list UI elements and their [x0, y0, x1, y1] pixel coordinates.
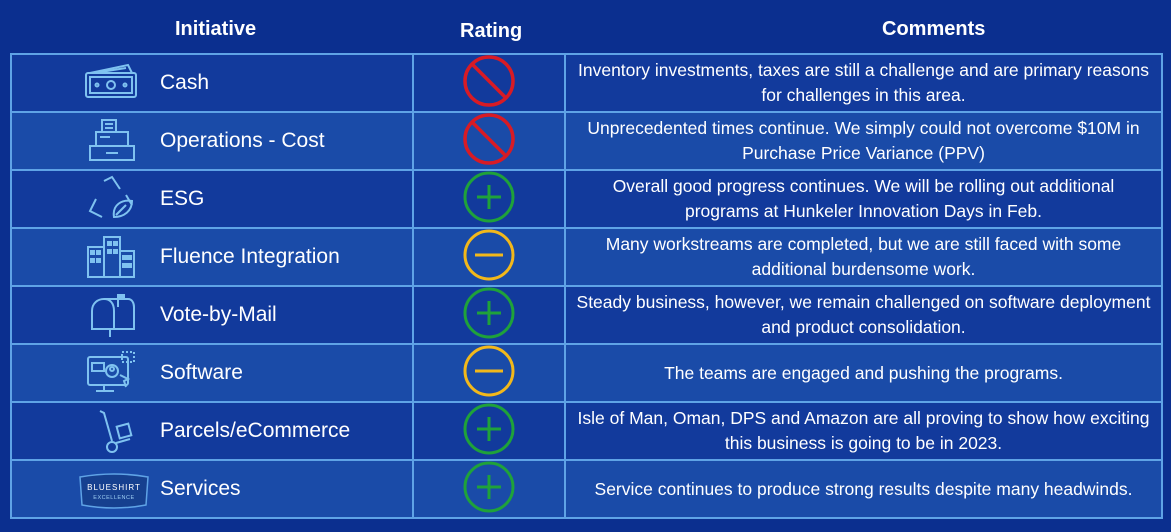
initiative-label: Services — [160, 477, 241, 500]
cash-icon — [82, 59, 140, 107]
blueshirt-excellence-badge: BLUESHIRT EXCELLENCE — [74, 465, 154, 513]
initiative-label: ESG — [160, 187, 205, 210]
table-row: Cash Inventory investments, taxes are st… — [10, 53, 1163, 114]
table-header: Initiative Rating Comments — [10, 0, 1163, 52]
comment-cell: The teams are engaged and pushing the pr… — [664, 362, 1063, 383]
initiative-cell: BLUESHIRT EXCELLENCE Services — [12, 461, 414, 517]
comment-cell: Overall good progress continues. We will… — [612, 176, 1115, 221]
rating-cell — [414, 461, 566, 517]
initiative-cell: ESG — [12, 171, 414, 227]
initiative-cell: Fluence Integration — [12, 229, 414, 285]
initiative-cell: Operations - Cost — [12, 113, 414, 169]
rating-cell — [414, 403, 566, 459]
rating-cell — [414, 171, 566, 227]
initiative-label: Vote-by-Mail — [160, 303, 277, 326]
initiative-cell: Software — [12, 345, 414, 401]
minus-rating-icon — [461, 343, 517, 404]
comment-cell: Unprecedented times continue. We simply … — [587, 118, 1140, 163]
buildings-icon — [82, 233, 140, 281]
recycle-leaf-icon — [82, 175, 140, 223]
stop-rating-icon — [461, 53, 517, 114]
table-row: Fluence Integration Many workstreams are… — [10, 229, 1163, 287]
table-row: Parcels/eCommerce Isle of Man, Oman, DPS… — [10, 403, 1163, 461]
header-rating: Rating — [460, 20, 523, 42]
badge-line2: EXCELLENCE — [93, 495, 134, 501]
header-comments: Comments — [882, 18, 986, 40]
comment-cell: Many workstreams are completed, but we a… — [605, 234, 1122, 279]
table-row: BLUESHIRT EXCELLENCE Services Service co… — [10, 461, 1163, 519]
plus-rating-icon — [461, 459, 517, 520]
minus-rating-icon — [461, 227, 517, 288]
table-row: Software The teams are engaged and pushi… — [10, 345, 1163, 403]
stop-rating-icon — [461, 111, 517, 172]
comment-cell: Inventory investments, taxes are still a… — [578, 60, 1149, 105]
initiative-label: Parcels/eCommerce — [160, 419, 351, 442]
initiative-table: Cash Inventory investments, taxes are st… — [10, 53, 1163, 519]
rating-cell — [414, 287, 566, 343]
table-row: ESG Overall good progress continues. We … — [10, 171, 1163, 229]
mailbox-icon — [82, 291, 140, 339]
initiative-label: Operations - Cost — [160, 129, 325, 152]
header-initiative: Initiative — [175, 18, 257, 40]
plus-rating-icon — [461, 401, 517, 462]
badge-line1: BLUESHIRT — [87, 483, 141, 492]
rating-cell — [414, 345, 566, 401]
comment-cell: Service continues to produce strong resu… — [594, 478, 1133, 499]
initiative-cell: Vote-by-Mail — [12, 287, 414, 343]
plus-rating-icon — [461, 285, 517, 346]
comment-cell: Isle of Man, Oman, DPS and Amazon are al… — [577, 408, 1150, 453]
initiative-cell: Parcels/eCommerce — [12, 403, 414, 459]
rating-cell — [414, 53, 566, 114]
software-icon — [82, 349, 140, 397]
initiative-label: Fluence Integration — [160, 245, 340, 268]
table-row: Vote-by-Mail Steady business, however, w… — [10, 287, 1163, 345]
comment-cell: Steady business, however, we remain chal… — [576, 292, 1151, 337]
plus-rating-icon — [461, 169, 517, 230]
initiative-label: Cash — [160, 71, 210, 94]
cash-register-icon — [82, 117, 140, 165]
table-row: Operations - Cost Unprecedented times co… — [10, 111, 1163, 172]
rating-cell — [414, 111, 566, 172]
hand-truck-icon — [82, 407, 140, 455]
rating-cell — [414, 229, 566, 285]
initiative-label: Software — [160, 361, 243, 384]
initiative-cell: Cash — [12, 55, 414, 111]
